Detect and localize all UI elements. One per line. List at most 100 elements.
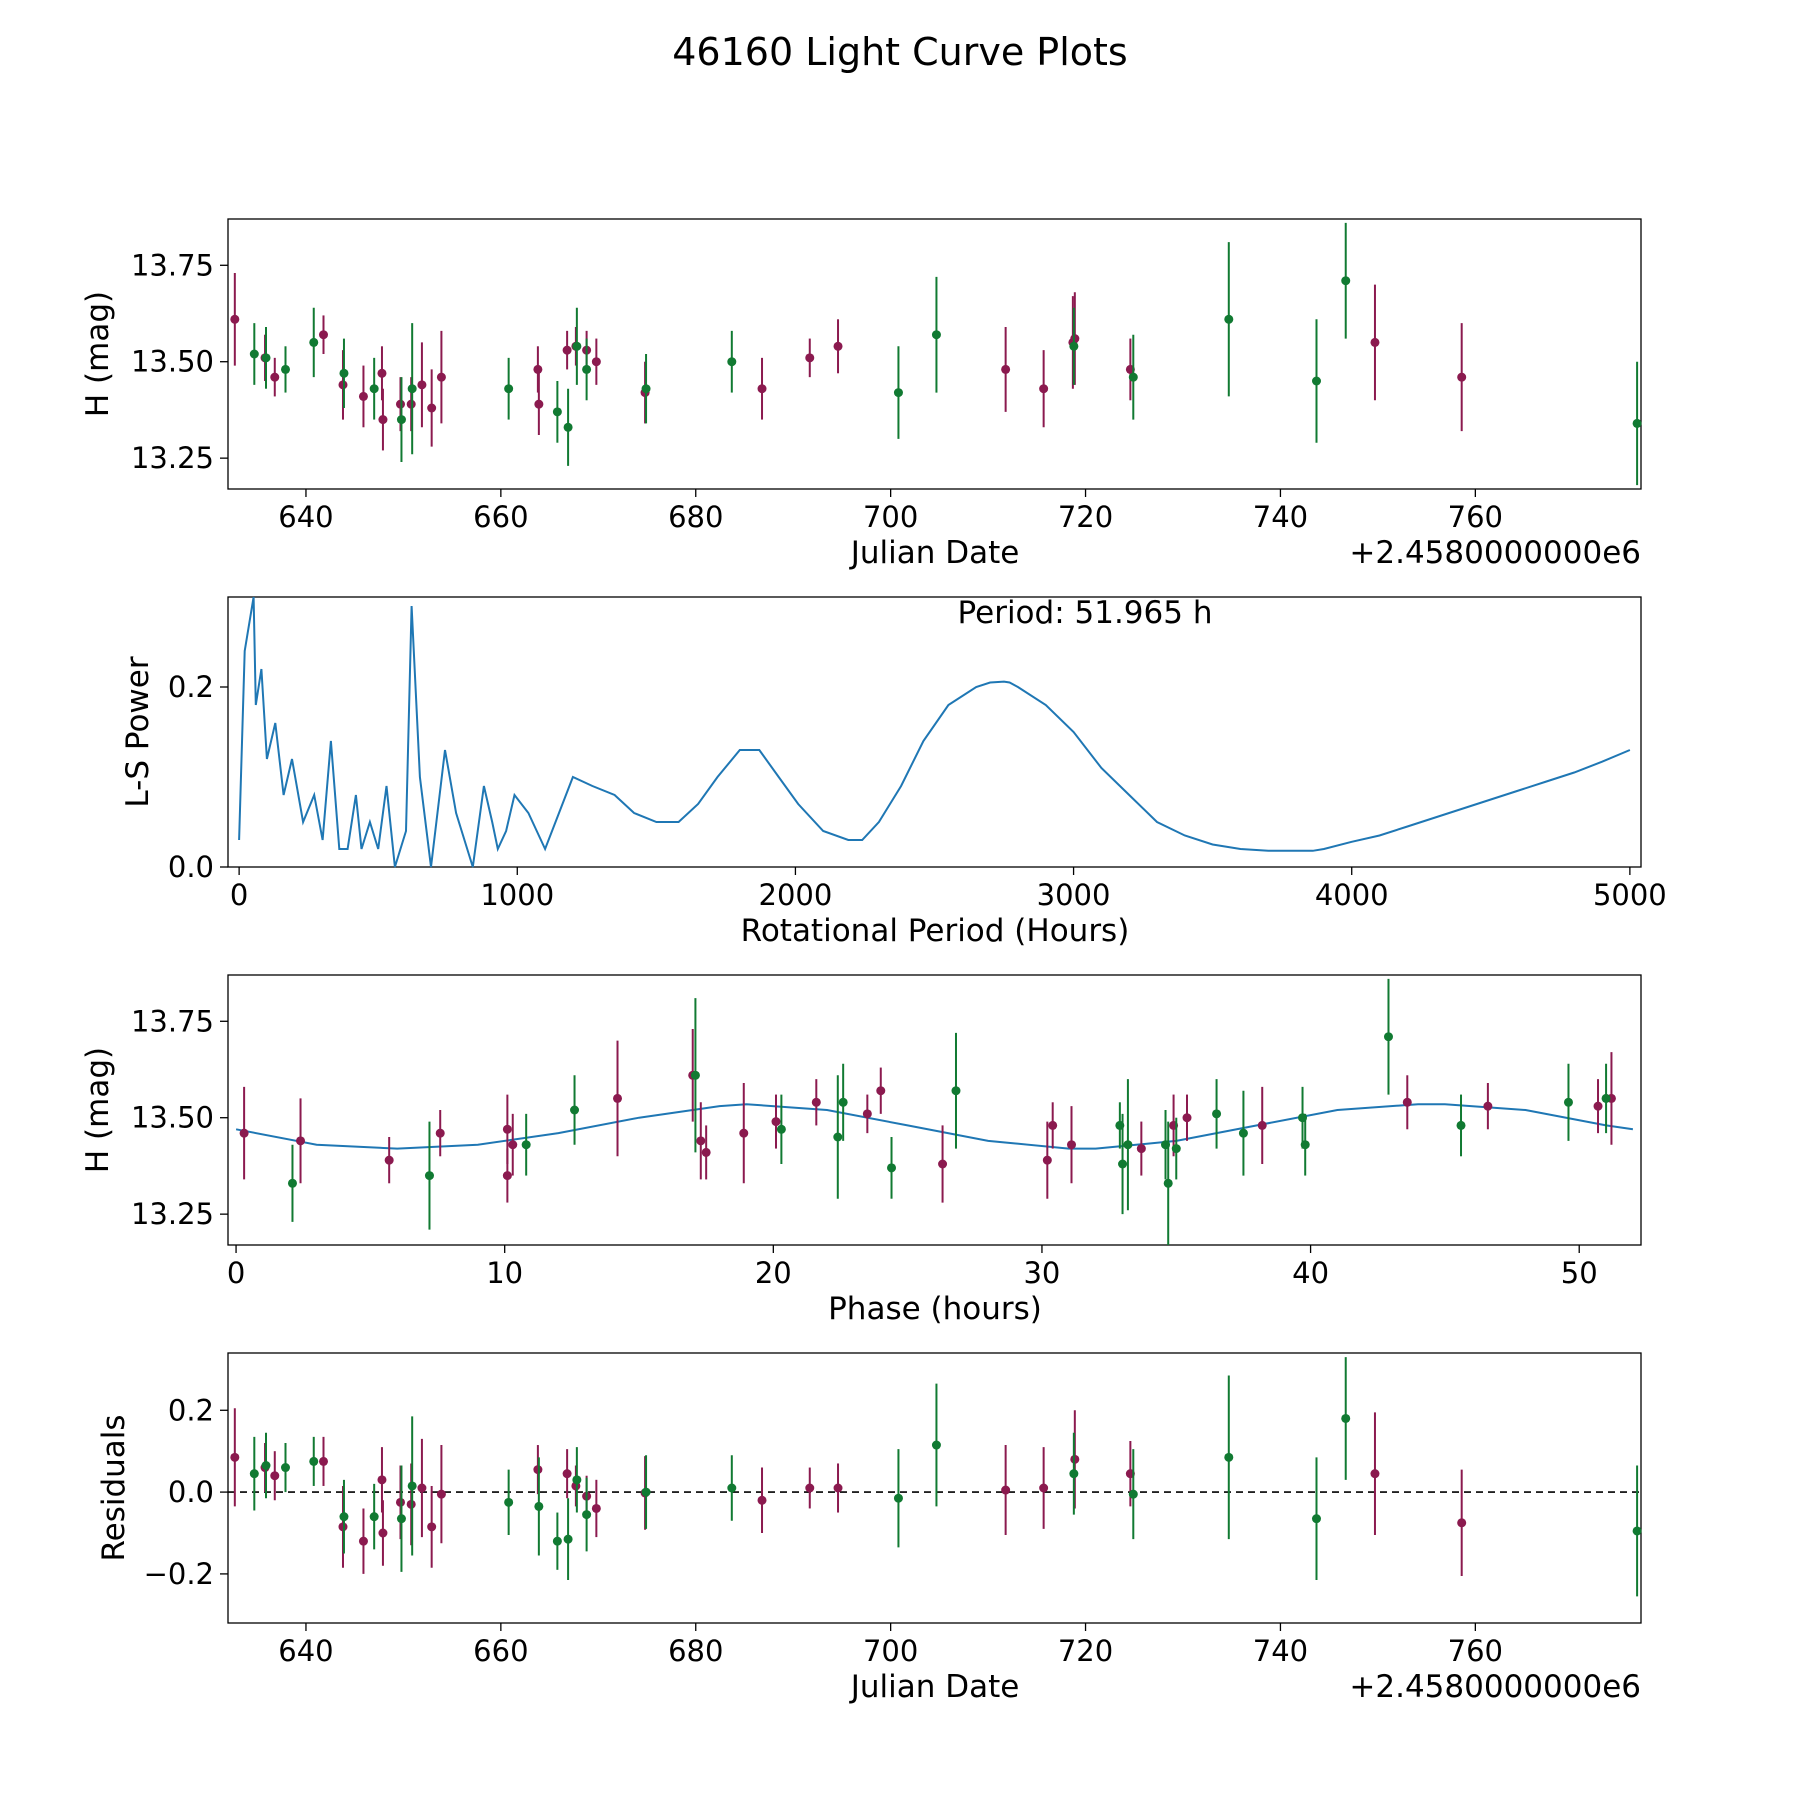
x-tick-label: 660 [473, 500, 528, 534]
data-point [582, 364, 592, 374]
x-tick-label: 3000 [1037, 878, 1111, 912]
data-point [757, 1495, 767, 1505]
data-point [508, 1140, 518, 1150]
data-point [533, 364, 543, 374]
y-tick-label: 13.25 [131, 1197, 214, 1231]
x-tick-label: 2000 [759, 878, 833, 912]
data-point [552, 1536, 562, 1546]
data-point [1069, 341, 1079, 351]
y-tick-label: 13.50 [131, 1101, 214, 1135]
y-axis-label: H (mag) [80, 291, 116, 417]
phase-folded-panel: 0 10 20 30 40 50 13.25 13.50 13.75 Phase (hours)… [80, 974, 1642, 1327]
fit-curve [235, 1103, 1634, 1150]
data-point [951, 1086, 961, 1096]
data-point [1118, 1159, 1128, 1169]
data-point [296, 1136, 306, 1146]
data-point [417, 380, 427, 390]
data-point [739, 1128, 749, 1138]
data-point [1128, 372, 1138, 382]
x-axis-label: Julian Date [849, 1669, 1020, 1705]
data-point [249, 1469, 259, 1479]
data-point [318, 1456, 328, 1466]
data-point [1593, 1101, 1603, 1111]
data-point [521, 1140, 531, 1150]
x-tick-label: 640 [278, 1634, 333, 1668]
data-point [887, 1163, 897, 1173]
data-point [1048, 1120, 1058, 1130]
data-point [369, 1512, 379, 1522]
data-point [701, 1147, 711, 1157]
x-tick-label: 760 [1448, 500, 1503, 534]
data-point [309, 337, 319, 347]
data-point [893, 388, 903, 398]
data-point [1128, 1489, 1138, 1499]
x-offset-label: +2.4580000000e6 [1349, 535, 1641, 571]
data-point [613, 1093, 623, 1103]
data-point [1457, 1518, 1467, 1528]
data-point [931, 1440, 941, 1450]
y-axis-label: L-S Power [120, 656, 156, 807]
y-tick-label: 0.2 [168, 670, 214, 704]
data-point [1370, 337, 1380, 347]
periodogram-line [238, 596, 1631, 868]
data-point [504, 384, 514, 394]
data-point [1136, 1144, 1146, 1154]
data-point [1383, 1032, 1393, 1042]
x-tick-label: 50 [1561, 1256, 1598, 1290]
data-point [1212, 1109, 1222, 1119]
data-point [690, 1070, 700, 1080]
y-tick-label: 0.0 [168, 850, 214, 884]
x-tick-label: 20 [755, 1256, 792, 1290]
y-axis-label: Residuals [96, 1414, 132, 1561]
x-tick-label: 40 [1292, 1256, 1329, 1290]
data-point [1042, 1155, 1052, 1165]
data-point [563, 1534, 573, 1544]
y-axis-label: H (mag) [80, 1047, 116, 1173]
y-tick-label: 13.75 [131, 248, 214, 282]
data-point [1001, 1485, 1011, 1495]
plot-frame [227, 596, 1642, 868]
data-point [1341, 1413, 1351, 1423]
data-point [876, 1086, 886, 1096]
data-point [339, 368, 349, 378]
data-point [502, 1124, 512, 1134]
data-point [1632, 1526, 1642, 1536]
x-tick-label: 720 [1058, 500, 1113, 534]
data-point [270, 372, 280, 382]
data-point [893, 1493, 903, 1503]
x-tick-label: 0 [230, 878, 248, 912]
data-point [572, 341, 582, 351]
data-point [427, 403, 437, 413]
x-axis-label: Julian Date [849, 535, 1020, 571]
data-point [1257, 1120, 1267, 1130]
y-tick-label: 0.0 [168, 1475, 214, 1509]
data-point [287, 1178, 297, 1188]
data-point [562, 1469, 572, 1479]
data-point [833, 341, 843, 351]
data-point [502, 1171, 512, 1181]
data-point [230, 1452, 240, 1462]
periodogram-panel: 0 1000 2000 3000 4000 5000 0.0 0.2 Period: 51.9… [120, 595, 1667, 949]
data-point [562, 345, 572, 355]
period-annotation: Period: 51.965 h [958, 595, 1213, 631]
data-point [1001, 364, 1011, 374]
data-point [378, 1528, 388, 1538]
x-tick-label: 10 [486, 1256, 523, 1290]
y-tick-label: −0.2 [144, 1557, 214, 1591]
y-tick-label: 13.25 [131, 441, 214, 475]
x-tick-label: 680 [668, 500, 723, 534]
x-tick-label: 30 [1023, 1256, 1060, 1290]
x-offset-label: +2.4580000000e6 [1349, 1669, 1641, 1705]
data-point [776, 1124, 786, 1134]
data-point [407, 384, 417, 394]
data-point [727, 1483, 737, 1493]
x-axis-label: Phase (hours) [828, 1291, 1042, 1327]
data-point [938, 1159, 948, 1169]
data-point [805, 1483, 815, 1493]
data-point [249, 349, 259, 359]
data-point [407, 1481, 417, 1491]
data-point [1563, 1097, 1573, 1107]
data-point [261, 1461, 271, 1470]
y-tick-label: 0.2 [168, 1393, 214, 1427]
